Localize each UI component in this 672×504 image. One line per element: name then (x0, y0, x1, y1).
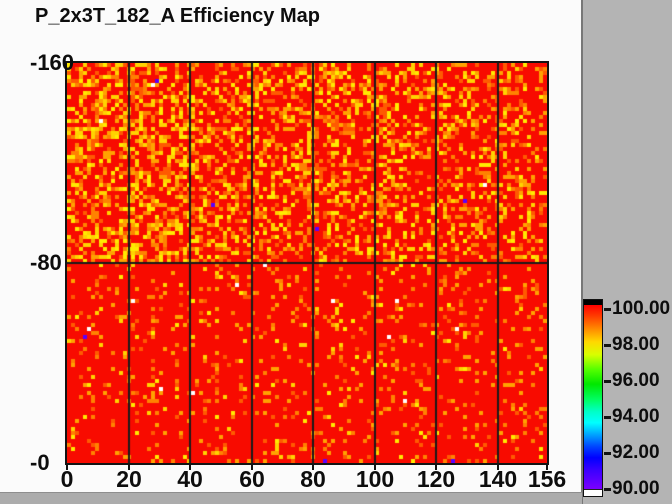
x-axis-tick (251, 465, 253, 470)
colorbar-tick (604, 380, 611, 383)
colorbar-tick (604, 488, 611, 491)
colorbar-tick-label: 96.00 (612, 370, 660, 391)
x-axis-tick (312, 465, 314, 470)
plot-title: P_2x3T_182_A Efficiency Map (35, 5, 320, 27)
x-axis-tick (128, 465, 130, 470)
colorbar-tick-label: 92.00 (612, 442, 660, 463)
x-axis-tick-label: 80 (300, 466, 326, 492)
colorbar-tick (604, 344, 611, 347)
y-axis-tick-label: -0 (30, 450, 50, 475)
x-axis-tick-label: 60 (239, 466, 265, 492)
x-axis-tick-label: 156 (527, 466, 567, 492)
colorbar-tick-label: 90.00 (612, 478, 660, 499)
window-bottom-border (0, 492, 582, 504)
x-axis-tick (497, 465, 499, 470)
x-axis-tick-label: 100 (355, 466, 395, 492)
x-axis-tick-label: 120 (416, 466, 456, 492)
heatmap-canvas (67, 63, 547, 463)
colorbar-tick-label: 100.00 (612, 298, 671, 319)
colorbar-tick (604, 416, 611, 419)
x-axis-tick-label: 140 (478, 466, 518, 492)
x-axis-tick (374, 465, 376, 470)
x-axis-tick-label: 40 (177, 466, 203, 492)
y-axis-tick-label: -160 (30, 50, 75, 75)
x-axis-tick-label: 20 (116, 466, 142, 492)
colorbar-tick-label: 94.00 (612, 406, 660, 427)
colorbar-tick (604, 452, 611, 455)
y-axis-tick-label: -80 (30, 250, 62, 275)
colorbar-gradient (584, 305, 602, 489)
plot-frame (65, 61, 549, 465)
x-axis-tick (66, 465, 68, 470)
colorbar-tick-label: 98.00 (612, 334, 660, 355)
colorbar-min-cap (584, 489, 602, 496)
colorbar-max-cap (584, 300, 602, 305)
colorbar (583, 299, 603, 497)
x-axis-tick (435, 465, 437, 470)
colorbar-tick (604, 308, 611, 311)
x-axis-tick (546, 465, 548, 470)
x-axis-tick-label: 0 (60, 466, 74, 492)
x-axis-tick (189, 465, 191, 470)
